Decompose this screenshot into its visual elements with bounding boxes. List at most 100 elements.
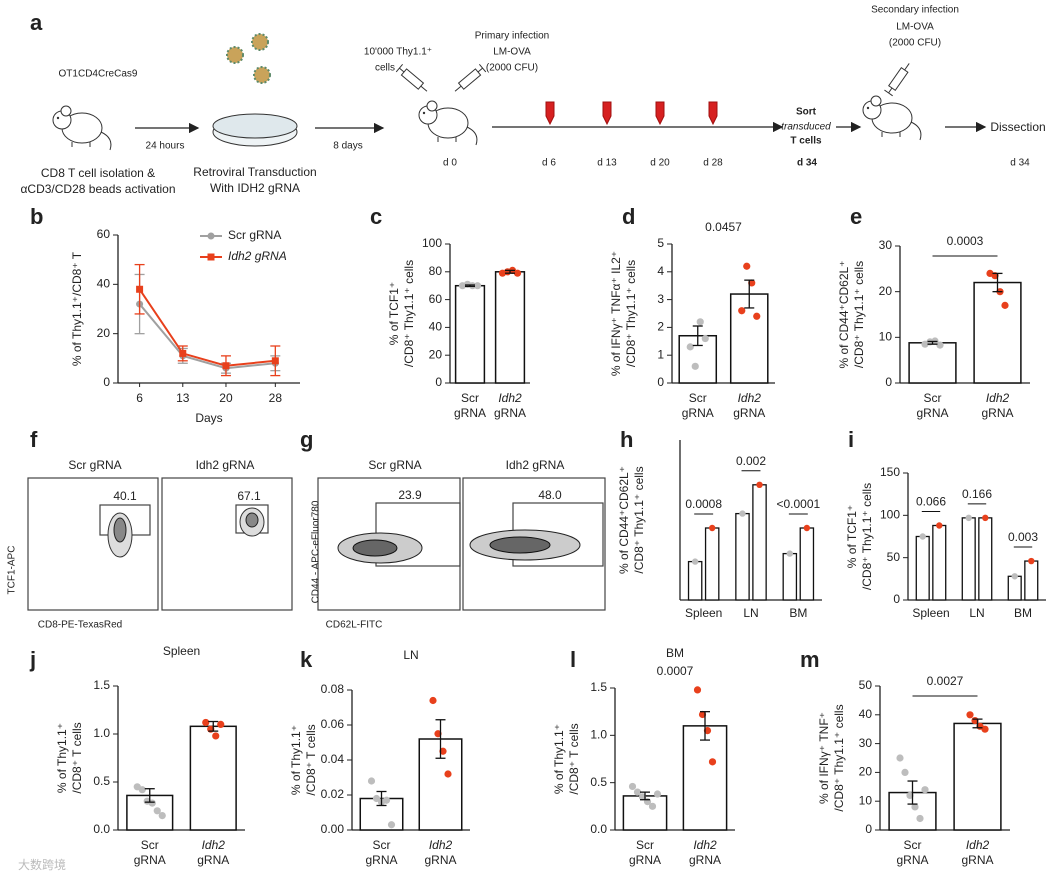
- contour: [352, 539, 398, 557]
- marker: [179, 349, 187, 357]
- x-tick-label: gRNA: [424, 853, 456, 867]
- data-point: [686, 343, 694, 351]
- flow-plot: [27, 477, 159, 611]
- x-tick-label: gRNA: [981, 406, 1013, 420]
- x-tick-label: gRNA: [689, 853, 721, 867]
- y-axis-label: % of IFNγ⁺ TNFα⁺ IL2⁺: [609, 251, 623, 376]
- data-point: [698, 710, 707, 719]
- panel-label: i: [848, 427, 854, 452]
- bar: [704, 527, 720, 601]
- y-tick-label: 3: [657, 292, 664, 306]
- y-axis-label: /CD8⁺ Thy1.1⁺ cells: [624, 260, 638, 367]
- axis-label: TCF1-APC: [7, 546, 18, 595]
- y-tick-label: 1: [657, 347, 664, 361]
- p-value: 0.0457: [705, 220, 742, 234]
- x-tick-label: LN: [743, 606, 758, 620]
- legend-marker: [207, 232, 215, 240]
- syringe-icon: [395, 63, 431, 96]
- y-tick-label: 50: [887, 550, 901, 564]
- schematic-text: Sort: [796, 107, 817, 118]
- y-tick-label: 10: [879, 330, 893, 344]
- marker: [136, 285, 144, 293]
- y-tick-label: 100: [880, 508, 900, 522]
- y-tick-label: 0.02: [321, 787, 345, 801]
- data-point: [901, 768, 909, 777]
- data-point: [367, 777, 376, 785]
- syringe-icon: [883, 60, 914, 97]
- x-tick-label: Idh2: [966, 838, 990, 852]
- y-tick-label: 0.5: [590, 775, 607, 789]
- data-point: [691, 558, 699, 565]
- y-tick-label: 0: [865, 822, 872, 836]
- y-axis-label: /CD8⁺ Thy1.1⁺ cells: [402, 260, 416, 367]
- x-tick-label: Scr: [461, 391, 479, 405]
- panel-label: f: [30, 427, 38, 452]
- x-tick-label: 6: [136, 391, 143, 405]
- p-value: 0.0007: [657, 664, 694, 678]
- y-axis-label: % of TCF1⁺: [387, 282, 401, 345]
- virus-icon: [251, 33, 269, 51]
- data-point: [439, 747, 447, 755]
- y-axis-label: % of CD44⁺CD62L⁺: [837, 260, 851, 368]
- data-point: [896, 754, 904, 762]
- schematic-text: d 28: [703, 158, 723, 169]
- y-tick-label: 0.04: [321, 752, 345, 766]
- data-point: [753, 312, 761, 320]
- data-point: [738, 307, 746, 315]
- schematic-text: d 6: [542, 158, 556, 169]
- y-axis-label: % of IFNγ⁺ TNF⁺: [817, 712, 831, 804]
- data-point: [748, 279, 756, 287]
- data-point: [628, 782, 637, 791]
- panel-label: b: [30, 204, 43, 229]
- p-value: 0.0003: [947, 234, 984, 248]
- legend-marker: [207, 253, 215, 261]
- y-tick-label: 0: [103, 375, 110, 389]
- y-axis-label: /CD8⁺ Thy1.1⁺ cells: [832, 704, 846, 811]
- data-point: [696, 318, 704, 326]
- data-point: [1001, 301, 1009, 309]
- schematic-text: T cells: [790, 136, 822, 147]
- data-point: [936, 522, 943, 529]
- virus-icon: [253, 66, 271, 84]
- x-tick-label: gRNA: [494, 406, 526, 420]
- bar: [494, 271, 526, 384]
- series-line: [138, 288, 276, 367]
- data-point: [701, 334, 709, 343]
- x-tick-label: Spleen: [912, 606, 949, 620]
- mouse-icon: [418, 100, 478, 146]
- y-tick-label: 0.5: [93, 774, 110, 788]
- data-point: [202, 718, 210, 727]
- legend-label: Scr gRNA: [228, 228, 281, 242]
- x-tick-label: Idh2: [498, 391, 522, 405]
- flow-plot: [462, 477, 606, 611]
- data-point: [911, 803, 919, 811]
- sample-label: Idh2 gRNA: [506, 458, 565, 472]
- bar: [799, 527, 815, 601]
- y-tick-label: 50: [859, 678, 873, 692]
- gate-value: 23.9: [398, 488, 422, 502]
- x-tick-label: Idh2: [738, 391, 762, 405]
- x-tick-label: 13: [176, 391, 190, 405]
- x-tick-label: BM: [1014, 606, 1032, 620]
- y-tick-label: 2: [657, 320, 664, 334]
- panel-label: j: [29, 647, 36, 672]
- x-tick-label: gRNA: [896, 853, 928, 867]
- bar: [687, 560, 703, 601]
- data-point: [803, 524, 811, 532]
- gate-value: 67.1: [237, 489, 261, 503]
- y-tick-label: 5: [657, 236, 664, 250]
- contour: [489, 536, 551, 554]
- y-axis-label: % of Thy1.1⁺: [289, 725, 303, 795]
- schematic-text: transduced: [781, 122, 831, 133]
- chart-title: Spleen: [163, 644, 200, 658]
- y-tick-label: 4: [657, 264, 664, 278]
- y-tick-label: 150: [880, 465, 900, 479]
- y-tick-label: 100: [422, 236, 442, 250]
- schematic-text: cells: [375, 63, 395, 74]
- syringe-icon: [451, 63, 487, 96]
- data-point: [153, 807, 161, 815]
- x-tick-label: gRNA: [197, 853, 229, 867]
- axis-label: CD44 - APC-eFluor780: [311, 500, 322, 603]
- chart-title: BM: [666, 646, 684, 660]
- data-point: [217, 720, 225, 729]
